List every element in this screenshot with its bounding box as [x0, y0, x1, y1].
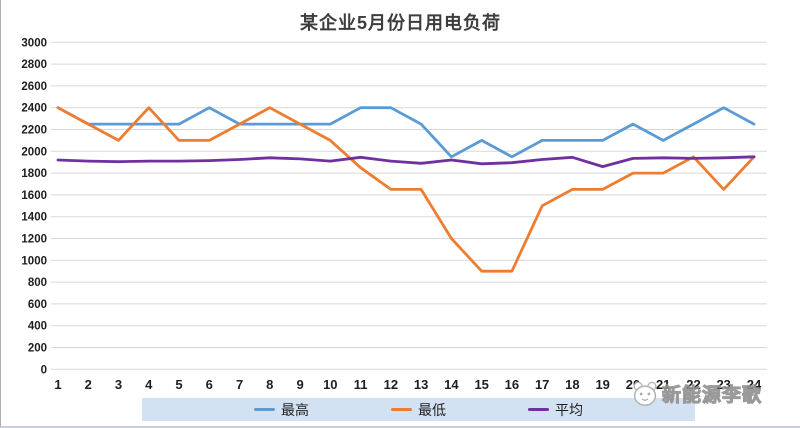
legend-item-high: 最高: [254, 400, 309, 420]
chart-title: 某企业5月份日用电负荷: [299, 13, 501, 33]
series-line-avg: [56, 155, 756, 169]
x-axis-tick-label: 7: [236, 377, 243, 392]
legend-label-avg: 平均: [555, 401, 583, 418]
y-axis-tick-label: 1800: [21, 168, 47, 180]
y-axis-tick-label: 0: [41, 364, 47, 376]
x-axis-tick-label: 6: [206, 377, 213, 392]
y-axis-tick-label: 1400: [21, 212, 47, 224]
x-axis-tick-label: 22: [686, 377, 700, 392]
x-axis-tick-label: 13: [414, 377, 428, 392]
x-axis-tick-label: 3: [115, 377, 122, 392]
y-axis-tick-label: 1000: [21, 255, 47, 267]
x-axis-tick-label: 4: [145, 377, 153, 392]
x-axis-tick-label: 21: [656, 377, 670, 392]
x-axis-tick-label: 8: [266, 377, 273, 392]
panda-face-icon: [633, 381, 657, 406]
x-axis-tick-label: 11: [354, 377, 368, 392]
y-axis-tick-label: 1600: [21, 190, 47, 202]
legend-item-low: 最低: [391, 400, 446, 420]
y-axis-tick-label: 3000: [21, 37, 47, 49]
chart-legend: 最高 最低 平均: [142, 398, 695, 421]
legend-marker-low-line-icon: [391, 407, 412, 412]
y-axis-tick-label: 2600: [21, 81, 47, 93]
legend-item-avg: 平均: [528, 400, 583, 420]
y-axis-tick-label: 2800: [21, 59, 47, 71]
x-axis-tick-label: 2: [85, 377, 92, 392]
y-axis-tick-label: 800: [28, 277, 47, 289]
series-line-low: [56, 106, 756, 273]
x-axis-tick-label: 19: [595, 377, 609, 392]
x-axis-tick-label: 16: [505, 377, 519, 392]
x-axis-tick-label: 18: [565, 377, 579, 392]
legend-label-high: 最高: [281, 401, 309, 418]
legend-marker-avg-line-icon: [528, 407, 549, 412]
watermark: 新能源李歌: [631, 380, 762, 407]
y-axis-tick-label: 1200: [21, 234, 47, 246]
x-axis-tick-label: 24: [747, 377, 762, 392]
watermark-text: 新能源李歌: [661, 385, 763, 407]
y-axis-tick-label: 2000: [21, 146, 47, 158]
x-axis-tick-label: 5: [175, 377, 182, 392]
y-axis-tick-label: 2400: [21, 103, 47, 115]
y-axis-tick-label: 200: [28, 343, 47, 355]
x-axis-tick-label: 9: [296, 377, 303, 392]
y-axis-tick-label: 2200: [21, 125, 47, 137]
legend-marker-high-line-icon: [254, 407, 275, 412]
x-axis-tick-label: 14: [444, 377, 459, 392]
x-axis-tick-label: 23: [716, 377, 730, 392]
y-axis-tick-label: 600: [28, 299, 47, 311]
x-axis-tick-label: 1: [54, 377, 61, 392]
x-axis-tick-label: 12: [384, 377, 398, 392]
y-axis-tick-label: 400: [28, 321, 47, 333]
x-axis-tick-label: 17: [535, 377, 549, 392]
x-axis-tick-label: 10: [323, 377, 337, 392]
series-line-high: [56, 106, 756, 159]
legend-label-low: 最低: [418, 401, 446, 418]
x-axis-tick-label: 15: [474, 377, 488, 392]
